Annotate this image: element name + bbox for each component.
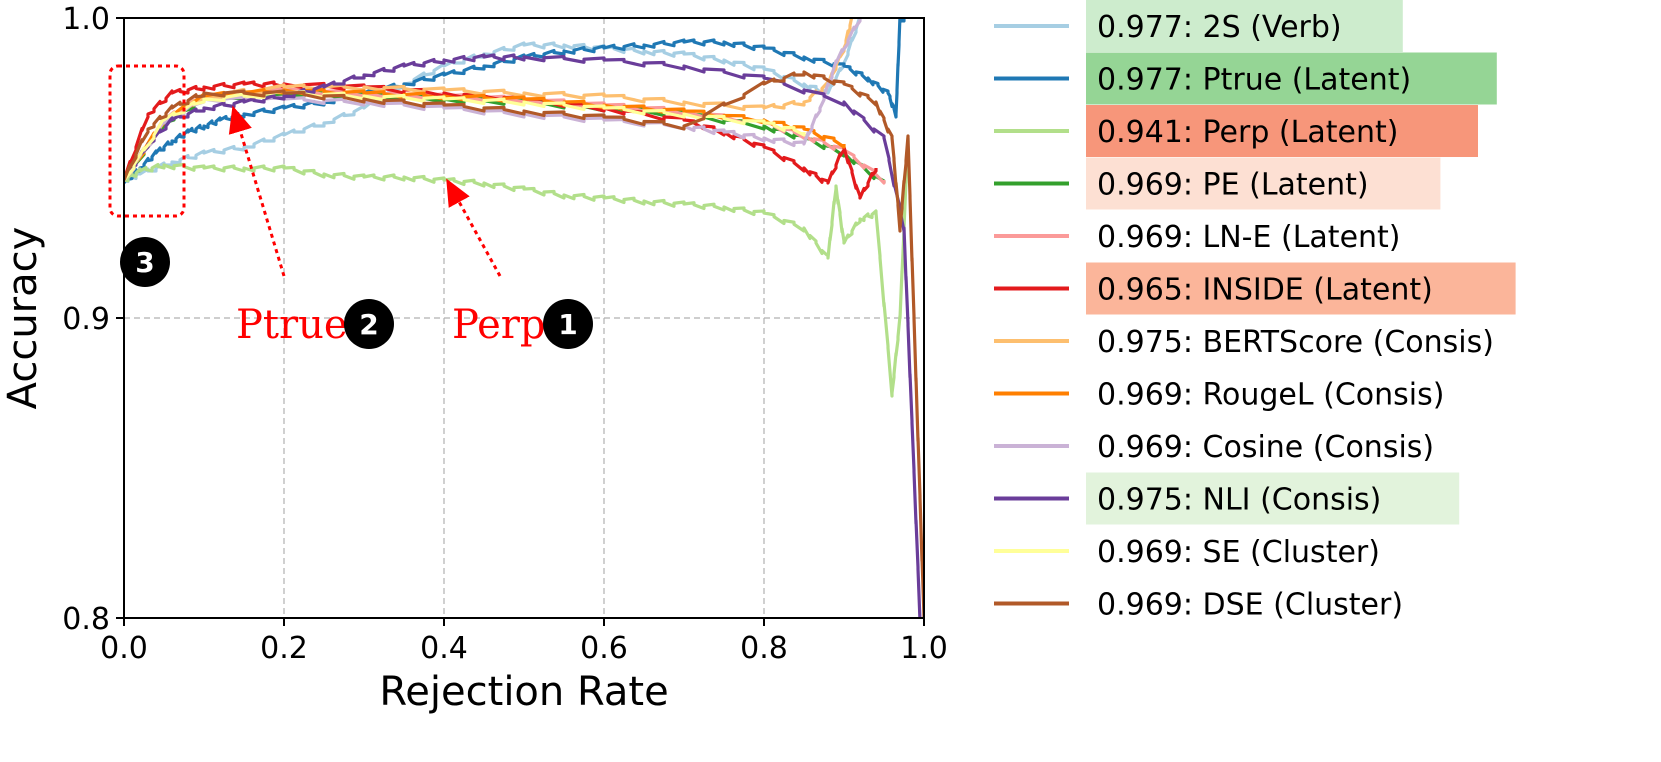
legend-highlight — [1086, 52, 1497, 105]
badge-circle — [120, 237, 170, 287]
legend-label: 0.969: LN-E (Latent) — [1097, 220, 1401, 255]
badge-circle — [344, 299, 394, 349]
series-line-9 — [124, 53, 922, 618]
legend-label: 0.975: NLI (Consis) — [1097, 483, 1381, 518]
x-tick-label: 0.6 — [580, 631, 628, 666]
legend-label: 0.969: PE (Latent) — [1097, 168, 1369, 203]
zoom-box — [108, 64, 186, 218]
badge-number: 3 — [135, 246, 154, 279]
annotation-arrow — [446, 178, 502, 277]
legend-label: 0.969: SE (Cluster) — [1097, 535, 1380, 570]
annotation-layer: Ptrue 2 Perp 1 3 — [108, 64, 593, 349]
legend-label: 0.969: DSE (Cluster) — [1097, 588, 1403, 623]
annotation-label: Perp — [452, 302, 546, 348]
badge-number: 1 — [558, 308, 577, 341]
tick-layer: 0.0 0.2 0.4 0.6 0.8 1.0 0.8 0.9 1.0 — [62, 2, 948, 666]
annotation-arrow — [228, 105, 286, 277]
badge-number: 2 — [359, 308, 378, 341]
legend-highlight — [1086, 262, 1516, 315]
annotation-label: Ptrue — [236, 302, 348, 348]
series-line-11 — [124, 70, 924, 618]
x-axis-label: Rejection Rate — [379, 669, 668, 715]
legend-label: 0.975: BERTScore (Consis) — [1097, 325, 1494, 360]
x-tick-label: 1.0 — [900, 631, 948, 666]
legend-label: 0.965: INSIDE (Latent) — [1097, 273, 1433, 308]
legend-highlight — [1086, 105, 1478, 157]
y-tick-label: 1.0 — [62, 2, 110, 37]
series-line-10 — [124, 89, 806, 182]
series-line-2 — [124, 138, 910, 398]
badge-circle — [543, 299, 593, 349]
y-axis-label: Accuracy — [0, 227, 46, 410]
legend: 0.977: 2S (Verb) 0.977: Ptrue (Latent) 0.9… — [994, 0, 1516, 623]
legend-highlight — [1086, 157, 1441, 210]
series-line-8 — [124, 18, 862, 182]
legend-label: 0.969: RougeL (Consis) — [1097, 378, 1444, 413]
series-layer — [124, 18, 924, 618]
legend-label: 0.941: Perp (Latent) — [1097, 115, 1398, 150]
x-tick-label: 0.4 — [420, 631, 468, 666]
x-tick-label: 0.0 — [100, 631, 148, 666]
y-tick-label: 0.9 — [62, 302, 110, 337]
legend-highlight — [1086, 0, 1403, 52]
legend-highlight — [1086, 472, 1460, 525]
legend-label: 0.977: 2S (Verb) — [1097, 10, 1342, 45]
legend-label: 0.977: Ptrue (Latent) — [1097, 63, 1411, 98]
x-tick-label: 0.8 — [740, 631, 788, 666]
legend-label: 0.969: Cosine (Consis) — [1097, 430, 1434, 465]
y-tick-label: 0.8 — [62, 602, 110, 637]
x-tick-label: 0.2 — [260, 631, 308, 666]
